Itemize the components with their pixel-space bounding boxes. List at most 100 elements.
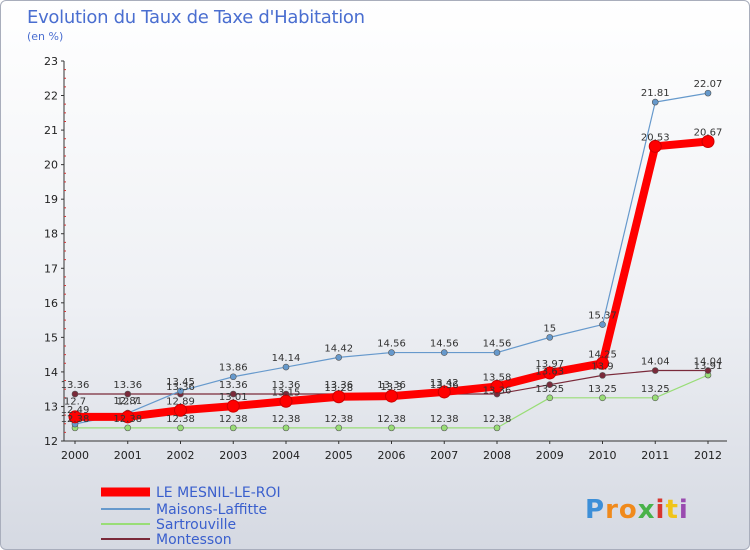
data-point xyxy=(121,410,135,424)
data-label: 22.07 xyxy=(694,79,723,90)
y-tick-label: 23 xyxy=(44,55,58,68)
data-point xyxy=(332,390,346,404)
data-label: 13.25 xyxy=(641,384,670,395)
x-tick-label: 2009 xyxy=(536,449,564,462)
x-tick-label: 2008 xyxy=(483,449,511,462)
data-point xyxy=(229,373,237,381)
legend-label: LE MESNIL-LE-ROI xyxy=(156,485,281,501)
data-label: 13.36 xyxy=(113,380,142,391)
data-point xyxy=(437,385,451,399)
data-point xyxy=(174,403,187,417)
data-point xyxy=(651,367,659,374)
legend-label: Montesson xyxy=(156,532,232,548)
data-label: 12.38 xyxy=(483,414,512,425)
y-tick-label: 19 xyxy=(44,193,58,206)
data-label: 13.97 xyxy=(535,359,564,370)
data-label: 13.91 xyxy=(694,361,723,372)
y-tick-label: 18 xyxy=(44,228,58,241)
data-label: 12.81 xyxy=(113,396,142,407)
x-tick-label: 2012 xyxy=(694,449,722,462)
y-tick-label: 13 xyxy=(44,400,58,413)
data-label: 13.9 xyxy=(591,361,613,372)
data-label: 13.28 xyxy=(324,383,353,394)
data-label: 14.56 xyxy=(430,339,459,350)
legend-label: Maisons-Laffitte xyxy=(156,502,267,518)
y-tick-label: 12 xyxy=(44,435,58,448)
data-label: 12.38 xyxy=(219,414,248,425)
x-tick-label: 2006 xyxy=(378,449,406,462)
data-point xyxy=(177,387,184,395)
y-tick-label: 15 xyxy=(44,331,58,344)
data-label: 12.38 xyxy=(166,414,195,425)
data-point xyxy=(546,394,554,402)
data-label: 14.04 xyxy=(641,357,670,368)
y-tick-label: 22 xyxy=(44,90,58,103)
data-point xyxy=(490,379,504,393)
data-point xyxy=(704,367,712,374)
data-point xyxy=(596,356,609,370)
data-point xyxy=(543,366,557,380)
data-label: 12.38 xyxy=(113,414,142,425)
data-point xyxy=(701,134,715,148)
data-point xyxy=(546,381,554,388)
data-point xyxy=(335,424,343,432)
data-point xyxy=(440,424,448,432)
data-point xyxy=(388,349,395,356)
x-tick-label: 2002 xyxy=(167,449,195,462)
y-tick-label: 17 xyxy=(44,262,58,275)
data-label: 12.38 xyxy=(272,414,301,425)
data-label: 13.36 xyxy=(483,386,512,397)
data-label: 13.36 xyxy=(377,380,406,391)
data-label: 14.04 xyxy=(694,357,723,368)
data-point xyxy=(599,372,606,379)
data-label: 13.36 xyxy=(430,380,459,391)
data-point xyxy=(282,363,290,371)
data-point xyxy=(335,354,343,361)
data-label: 13.15 xyxy=(272,387,301,398)
y-tick-label: 21 xyxy=(44,124,58,137)
data-point xyxy=(704,89,712,97)
data-label: 14.56 xyxy=(483,339,512,350)
legend-label: Sartrouville xyxy=(156,517,236,533)
data-point xyxy=(651,98,659,106)
data-label: 13.25 xyxy=(588,384,617,395)
x-tick-label: 2007 xyxy=(430,449,458,462)
x-tick-label: 2003 xyxy=(219,449,247,462)
data-label: 12.49 xyxy=(61,405,90,416)
data-point xyxy=(440,349,448,356)
data-point xyxy=(493,349,501,356)
data-label: 20.53 xyxy=(641,132,670,143)
data-point xyxy=(124,390,132,398)
data-label: 13.42 xyxy=(430,378,459,389)
data-label: 12.38 xyxy=(377,414,406,425)
y-tick-label: 20 xyxy=(44,159,58,172)
data-point xyxy=(177,424,184,432)
data-label: 20.67 xyxy=(694,127,723,138)
data-point xyxy=(229,424,237,432)
data-label: 15 xyxy=(543,323,556,334)
x-tick-label: 2004 xyxy=(272,449,300,462)
data-point xyxy=(651,394,659,402)
data-point xyxy=(599,394,606,402)
data-label: 12.7 xyxy=(117,397,139,408)
data-label: 12.89 xyxy=(166,396,195,407)
data-point xyxy=(71,390,79,398)
data-label: 13.3 xyxy=(380,382,402,393)
data-label: 13.63 xyxy=(535,367,564,378)
data-label: 12.7 xyxy=(64,397,86,408)
data-point xyxy=(648,139,662,153)
data-label: 14.25 xyxy=(588,349,617,360)
data-point xyxy=(68,410,82,424)
x-tick-label: 2005 xyxy=(325,449,353,462)
data-label: 13.36 xyxy=(324,380,353,391)
data-point xyxy=(388,424,395,432)
x-tick-label: 2001 xyxy=(114,449,142,462)
data-label: 13.58 xyxy=(483,372,512,383)
data-label: 13.36 xyxy=(61,380,90,391)
data-label: 21.81 xyxy=(641,88,670,99)
data-label: 12.38 xyxy=(430,414,459,425)
x-tick-label: 2011 xyxy=(641,449,669,462)
data-point xyxy=(546,334,554,341)
data-point xyxy=(229,390,237,398)
